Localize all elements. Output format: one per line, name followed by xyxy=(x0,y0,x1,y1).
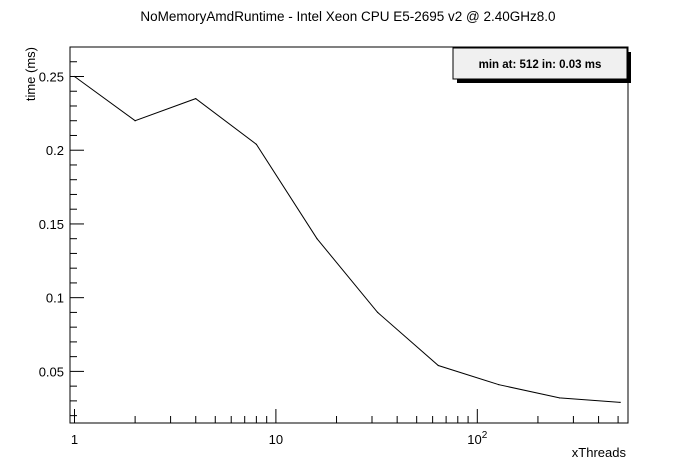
x-tick-label: 102 xyxy=(467,430,487,447)
plot-frame xyxy=(69,46,629,424)
data-point xyxy=(255,143,257,145)
data-point xyxy=(377,311,379,314)
y-tick-label: 0.1 xyxy=(46,291,64,306)
data-point xyxy=(619,401,621,403)
y-axis-ticks: 0.05 0.1 0.15 0.2 0.25 xyxy=(39,46,84,417)
data-point xyxy=(73,75,76,78)
chart-title: NoMemoryAmdRuntime - Intel Xeon CPU E5-2… xyxy=(140,9,555,24)
data-point xyxy=(558,397,561,399)
series-line xyxy=(74,76,621,403)
x-tick-label: 10 xyxy=(269,432,283,447)
data-point xyxy=(316,238,318,240)
min-annotation-box: min at: 512 in: 0.03 ms xyxy=(452,47,631,83)
data-point xyxy=(134,120,136,122)
min-annotation-text: min at: 512 in: 0.03 ms xyxy=(479,59,602,71)
y-tick-label: 0.2 xyxy=(46,143,64,158)
x-axis-label: xThreads xyxy=(572,445,627,460)
series-layer xyxy=(73,75,621,403)
data-point xyxy=(498,384,500,386)
data-point xyxy=(195,98,197,100)
y-tick-label: 0.05 xyxy=(39,364,64,379)
data-point xyxy=(437,364,439,367)
x-axis-ticks: 1 10 102 xyxy=(71,409,619,447)
y-axis-label: time (ms) xyxy=(23,47,38,101)
y-tick-label: 0.25 xyxy=(39,69,64,84)
x-tick-label: 1 xyxy=(71,432,78,447)
y-tick-label: 0.15 xyxy=(39,217,64,232)
